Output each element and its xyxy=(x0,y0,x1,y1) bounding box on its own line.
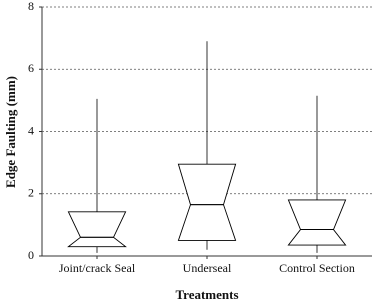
x-tick-label: Control Section xyxy=(279,261,355,275)
y-tick-label: 8 xyxy=(28,0,34,13)
y-tick-label: 0 xyxy=(28,248,34,262)
box-lower xyxy=(67,236,127,248)
x-tick-label: Underseal xyxy=(183,261,232,275)
y-tick-label: 4 xyxy=(28,123,34,137)
x-axis-label: Treatments xyxy=(175,287,238,302)
box-lower xyxy=(287,229,347,246)
x-tick-label: Joint/crack Seal xyxy=(59,261,136,275)
box-upper xyxy=(177,163,237,206)
box-upper xyxy=(67,211,127,238)
y-tick-label: 2 xyxy=(28,186,34,200)
box-upper xyxy=(287,199,347,230)
y-tick-label: 6 xyxy=(28,61,34,75)
y-axis-label: Edge Faulting (mm) xyxy=(3,76,18,188)
box-lower xyxy=(177,204,237,241)
